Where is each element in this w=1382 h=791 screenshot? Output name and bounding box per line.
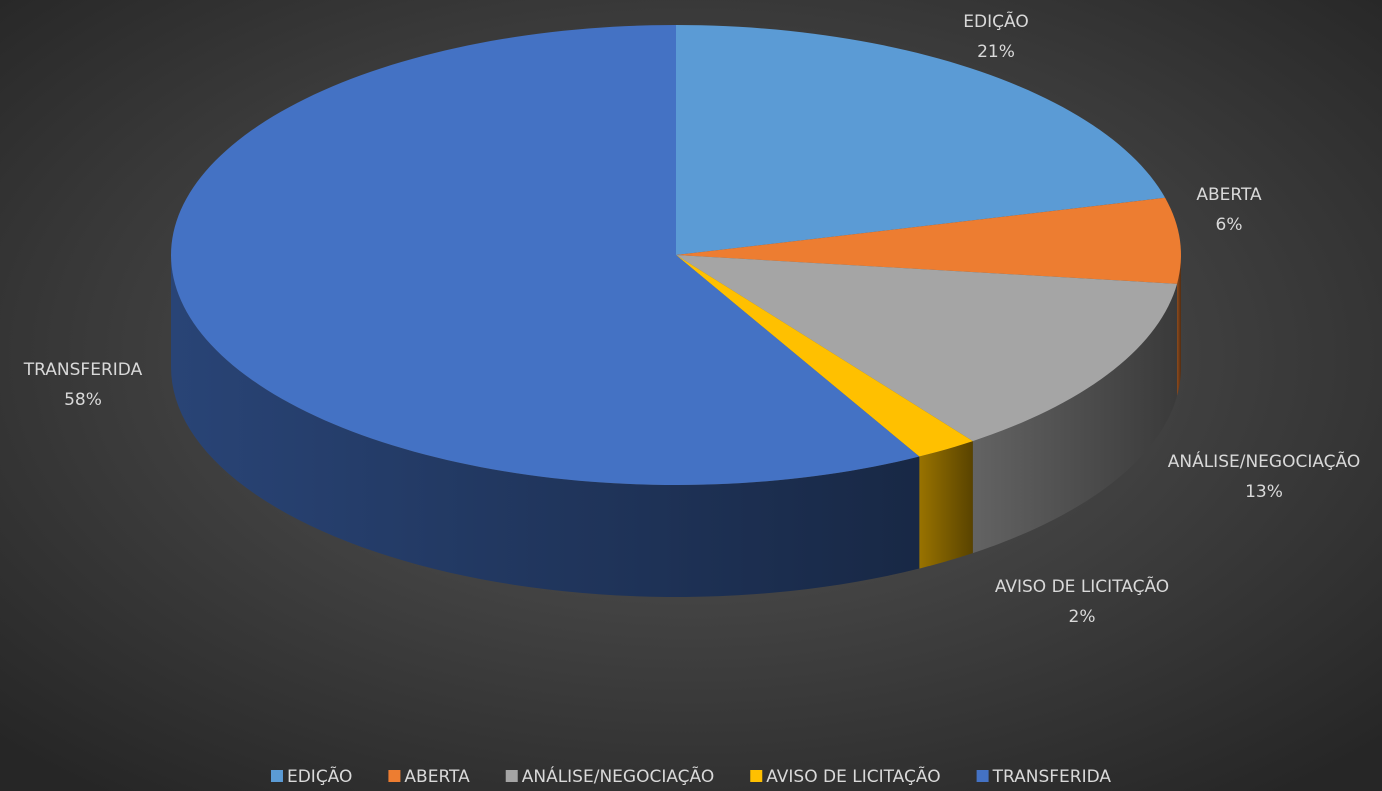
legend-swatch xyxy=(270,770,283,782)
data-labels: EDIÇÃO 21% ABERTA 6% ANÁLISE/NEGOCIAÇÃO 13% AV… xyxy=(23,10,1360,627)
legend-label: AVISO DE LICITAÇÃO xyxy=(766,765,940,787)
legend-swatch xyxy=(750,770,763,782)
data-label-value: 58% xyxy=(64,390,102,410)
slice-side xyxy=(171,255,920,597)
legend-swatch xyxy=(505,770,518,782)
data-label-category: ABERTA xyxy=(1196,185,1262,205)
legend: EDIÇÃO ABERTA ANÁLISE/NEGOCIAÇÃO AVISO DE L… xyxy=(270,765,1112,787)
data-label-value: 13% xyxy=(1245,482,1283,502)
data-label-category: TRANSFERIDA xyxy=(23,360,143,380)
data-label-value: 6% xyxy=(1216,215,1243,235)
data-label-category: EDIÇÃO xyxy=(963,10,1028,32)
slice xyxy=(676,197,1181,284)
legend-swatch xyxy=(388,770,401,782)
legend-label: TRANSFERIDA xyxy=(992,767,1112,787)
pie-sides xyxy=(171,255,1181,597)
legend-swatch xyxy=(976,770,989,782)
slice-side xyxy=(972,283,1178,554)
legend-label: ANÁLISE/NEGOCIAÇÃO xyxy=(522,765,715,787)
slice xyxy=(676,255,1178,442)
slice-side xyxy=(1177,255,1181,396)
slice-side xyxy=(919,441,973,569)
legend-label: ABERTA xyxy=(404,767,470,787)
slice xyxy=(171,25,920,485)
data-label-value: 2% xyxy=(1069,607,1096,627)
data-label-category: AVISO DE LICITAÇÃO xyxy=(995,575,1169,597)
slice xyxy=(676,255,973,457)
data-label-value: 21% xyxy=(977,42,1015,62)
data-label-category: ANÁLISE/NEGOCIAÇÃO xyxy=(1168,450,1361,472)
legend-label: EDIÇÃO xyxy=(287,765,352,787)
slice xyxy=(676,25,1166,255)
pie-tops xyxy=(171,25,1181,485)
